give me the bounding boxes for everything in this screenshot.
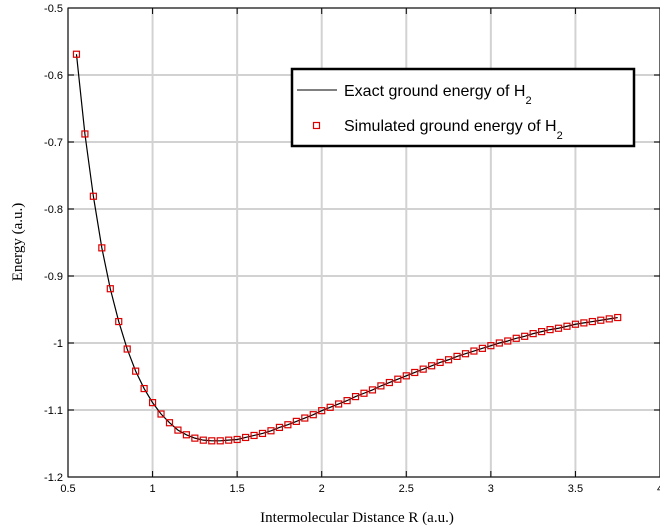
x-tick-label: 3 (488, 483, 494, 495)
y-tick-label: -1 (53, 338, 63, 350)
y-tick-label: -0.7 (44, 137, 63, 149)
y-tick-label: -0.5 (44, 3, 63, 15)
simulated-energy-marker (444, 356, 453, 364)
simulated-energy-marker (495, 339, 503, 347)
simulated-energy-marker (343, 397, 351, 405)
x-tick-label: 3.5 (568, 483, 583, 495)
simulated-energy-marker (309, 411, 317, 419)
legend-simulated-subscript: 2 (557, 130, 563, 142)
simulated-energy-marker (461, 350, 470, 358)
series-layer (72, 50, 622, 445)
simulated-energy-marker (529, 330, 537, 338)
simulated-energy-marker (537, 328, 546, 336)
simulated-energy-marker (419, 365, 427, 373)
simulated-energy-marker (182, 431, 190, 439)
x-tick-label: 2.5 (399, 483, 414, 495)
simulated-energy-marker (453, 352, 461, 360)
simulated-energy-marker (208, 437, 216, 445)
simulated-energy-marker (89, 192, 97, 200)
simulated-energy-marker (250, 431, 258, 440)
x-tick-label: 1 (150, 483, 156, 495)
simulated-energy-marker (258, 429, 267, 438)
plot-frame (67, 7, 660, 478)
y-tick-labels: -1.2 -1.1 -1 -0.9 -0.8 -0.7 -0.6 -0.5 (44, 3, 63, 484)
simulated-energy-marker (385, 378, 393, 387)
legend-exact-label: Exact ground energy of H2 (344, 83, 532, 107)
simulated-energy-marker (411, 368, 419, 377)
simulated-energy-marker (174, 426, 182, 434)
simulated-energy-marker (233, 435, 241, 444)
legend-box (290, 67, 636, 148)
simulated-energy-marker (478, 344, 486, 352)
simulated-energy-marker (72, 50, 81, 58)
legend-exact-main: Exact ground energy of H (344, 83, 525, 100)
simulated-energy-marker (512, 334, 520, 342)
simulated-energy-marker (106, 285, 114, 293)
simulated-energy-marker (571, 320, 580, 328)
y-tick-label: -1.1 (44, 405, 63, 417)
simulated-energy-marker (580, 319, 588, 327)
y-tick-label: -0.9 (44, 271, 63, 283)
simulated-energy-marker (199, 436, 207, 444)
simulated-energy-marker (326, 403, 334, 411)
simulated-energy-marker (318, 407, 326, 415)
simulated-energy-marker (554, 324, 563, 332)
simulated-energy-marker (546, 326, 554, 334)
simulated-energy-marker (597, 316, 605, 324)
x-tick-labels: 0.5 1 1.5 2 2.5 3 3.5 4 (60, 483, 660, 495)
simulated-energy-marker (394, 375, 402, 383)
simulated-energy-marker (132, 367, 140, 375)
simulated-energy-marker (351, 393, 360, 401)
simulated-energy-marker (140, 384, 148, 393)
simulated-energy-marker (368, 386, 377, 394)
simulated-energy-marker (98, 244, 106, 252)
simulated-energy-marker (165, 419, 174, 427)
simulated-energy-marker (301, 414, 309, 422)
simulated-energy-marker (521, 332, 529, 340)
x-axis-title: Intermolecular Distance R (a.u.) (260, 510, 454, 526)
simulated-energy-marker (275, 423, 284, 432)
simulated-energy-marker (191, 434, 199, 442)
simulated-energy-marker (242, 433, 250, 442)
simulated-energy-marker (284, 421, 292, 429)
simulated-energy-marker (504, 337, 512, 345)
legend-simulated-label: Simulated ground energy of H2 (344, 118, 563, 142)
simulated-energy-marker (377, 382, 385, 390)
y-tick-label: -1.2 (44, 472, 63, 484)
simulated-energy-marker (402, 372, 410, 380)
x-tick-label: 1.5 (229, 483, 244, 495)
y-tick-label: -0.8 (44, 204, 63, 216)
simulated-energy-marker (157, 410, 165, 418)
x-tick-label: 2 (319, 483, 325, 495)
x-tick-label: 4 (657, 483, 660, 495)
simulated-energy-marker (123, 345, 131, 353)
simulated-energy-marker (428, 362, 436, 370)
y-tick-label: -0.6 (44, 70, 63, 82)
x-tick-label: 0.5 (60, 483, 75, 495)
simulated-energy-marker (292, 417, 300, 425)
simulated-energy-marker (335, 400, 343, 408)
simulated-energy-marker (216, 437, 224, 445)
simulated-energy-marker (267, 427, 275, 435)
simulated-energy-marker (360, 389, 368, 397)
simulated-energy-marker (115, 317, 123, 326)
axis-ticks (67, 7, 660, 478)
simulated-energy-marker (436, 358, 444, 367)
legend-simulated-marker-swatch (312, 121, 321, 130)
simulated-energy-marker (614, 313, 622, 322)
simulated-energy-marker (148, 399, 157, 407)
simulated-energy-marker (81, 130, 89, 138)
simulated-energy-marker (487, 342, 495, 350)
simulated-energy-marker (588, 317, 596, 326)
simulated-energy-marker (563, 322, 571, 330)
legend-simulated-main: Simulated ground energy of H (344, 118, 557, 135)
simulated-energy-marker (225, 436, 233, 444)
legend: Exact ground energy of H2 Simulated grou… (290, 67, 636, 148)
simulated-energy-marker (605, 315, 613, 323)
legend-exact-subscript: 2 (525, 95, 531, 107)
y-axis-title: Energy (a.u.) (10, 203, 26, 281)
simulated-energy-marker (470, 347, 478, 355)
